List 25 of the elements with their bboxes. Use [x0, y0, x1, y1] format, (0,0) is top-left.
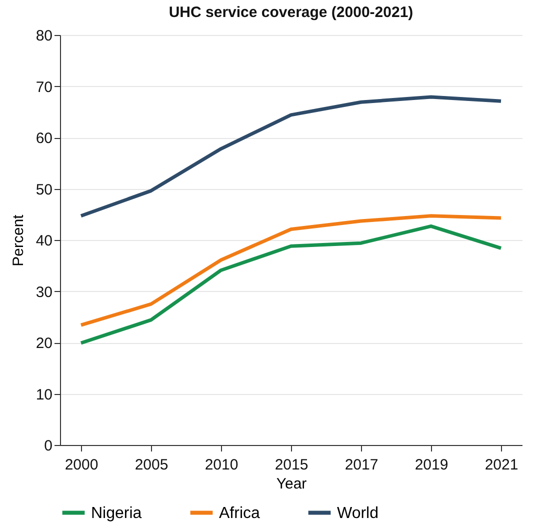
line-series: [79, 224, 503, 345]
y-tick-label: 50: [36, 181, 52, 198]
y-tick-label: 20: [36, 335, 52, 352]
chart-title: UHC service coverage (2000-2021): [168, 4, 414, 21]
y-tick-label: 30: [36, 284, 52, 301]
x-tick-label: 2005: [134, 456, 168, 474]
x-tick-label: 2015: [274, 456, 308, 474]
x-tick-label: 2017: [344, 456, 378, 474]
legend-label: World: [337, 504, 378, 522]
line-series: [79, 214, 503, 327]
y-tick-label: 40: [36, 232, 52, 250]
y-tick-label: 70: [36, 78, 52, 96]
line-series: [79, 95, 503, 218]
x-tick-label: 2010: [204, 456, 238, 474]
legend-label: Africa: [219, 504, 260, 522]
x-axis-title: Year: [276, 476, 307, 492]
x-tick-label: 2019: [414, 456, 448, 474]
y-tick-label: 80: [36, 28, 52, 44]
y-tick-label: 10: [36, 386, 52, 404]
y-axis-title: Percent: [10, 214, 27, 266]
y-tick-label: 0: [44, 438, 52, 454]
legend-label: Nigeria: [91, 504, 142, 522]
x-tick-label: 2021: [484, 456, 518, 474]
y-tick-label: 60: [36, 130, 52, 147]
x-tick-label: 2000: [64, 456, 98, 474]
